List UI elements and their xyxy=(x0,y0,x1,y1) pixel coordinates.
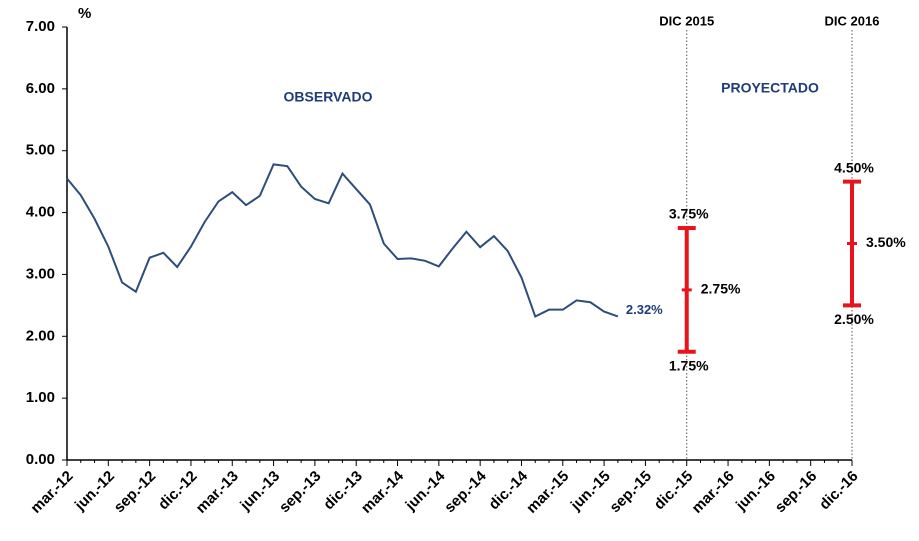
x-tick-label: mar.-14 xyxy=(358,467,408,517)
y-tick-label: 5.00 xyxy=(26,142,55,159)
x-tick-label: jun.-15 xyxy=(567,468,614,515)
x-tick-label: jun.-16 xyxy=(732,468,779,515)
y-tick-label: 0.00 xyxy=(26,451,55,468)
x-tick-label: sep.-15 xyxy=(606,468,655,517)
projection-marker-label: DIC 2016 xyxy=(825,13,880,28)
x-tick-label: sep.-12 xyxy=(111,468,160,517)
annotation: OBSERVADO xyxy=(284,89,373,105)
y-tick-label: 7.00 xyxy=(26,18,55,35)
line-series xyxy=(66,163,619,318)
y-tick-label: 1.00 xyxy=(26,389,55,406)
y-tick-label: 3.00 xyxy=(26,265,55,282)
x-tick-label: jun.-12 xyxy=(71,468,118,515)
range-high-label: 3.75% xyxy=(669,206,709,222)
range-high-label: 4.50% xyxy=(834,159,874,175)
x-tick-label: mar.-15 xyxy=(523,468,572,517)
x-tick-label: sep.-13 xyxy=(276,468,325,517)
y-unit: % xyxy=(78,5,91,22)
y-tick-label: 2.00 xyxy=(26,327,55,344)
y-tick-label: 4.00 xyxy=(26,204,55,221)
x-tick-label: mar.-13 xyxy=(193,468,242,517)
x-tick-label: sep.-16 xyxy=(772,468,821,517)
range-mid-label: 3.50% xyxy=(866,234,906,250)
x-tick-label: sep.-14 xyxy=(441,467,490,516)
range-low-label: 1.75% xyxy=(669,357,709,373)
projection-marker-label: DIC 2015 xyxy=(659,13,714,28)
x-tick-label: jun.-13 xyxy=(236,468,283,515)
range-mid-label: 2.75% xyxy=(701,281,741,297)
value-label: 2.32% xyxy=(626,302,663,317)
y-tick-label: 6.00 xyxy=(26,80,55,97)
x-tick-label: jun.-14 xyxy=(402,467,449,514)
x-tick-label: mar.-12 xyxy=(27,468,76,517)
x-tick-label: dic.-16 xyxy=(816,468,862,514)
annotation: PROYECTADO xyxy=(721,80,819,96)
range-low-label: 2.50% xyxy=(834,311,874,327)
x-tick-label: mar.-16 xyxy=(689,468,738,517)
